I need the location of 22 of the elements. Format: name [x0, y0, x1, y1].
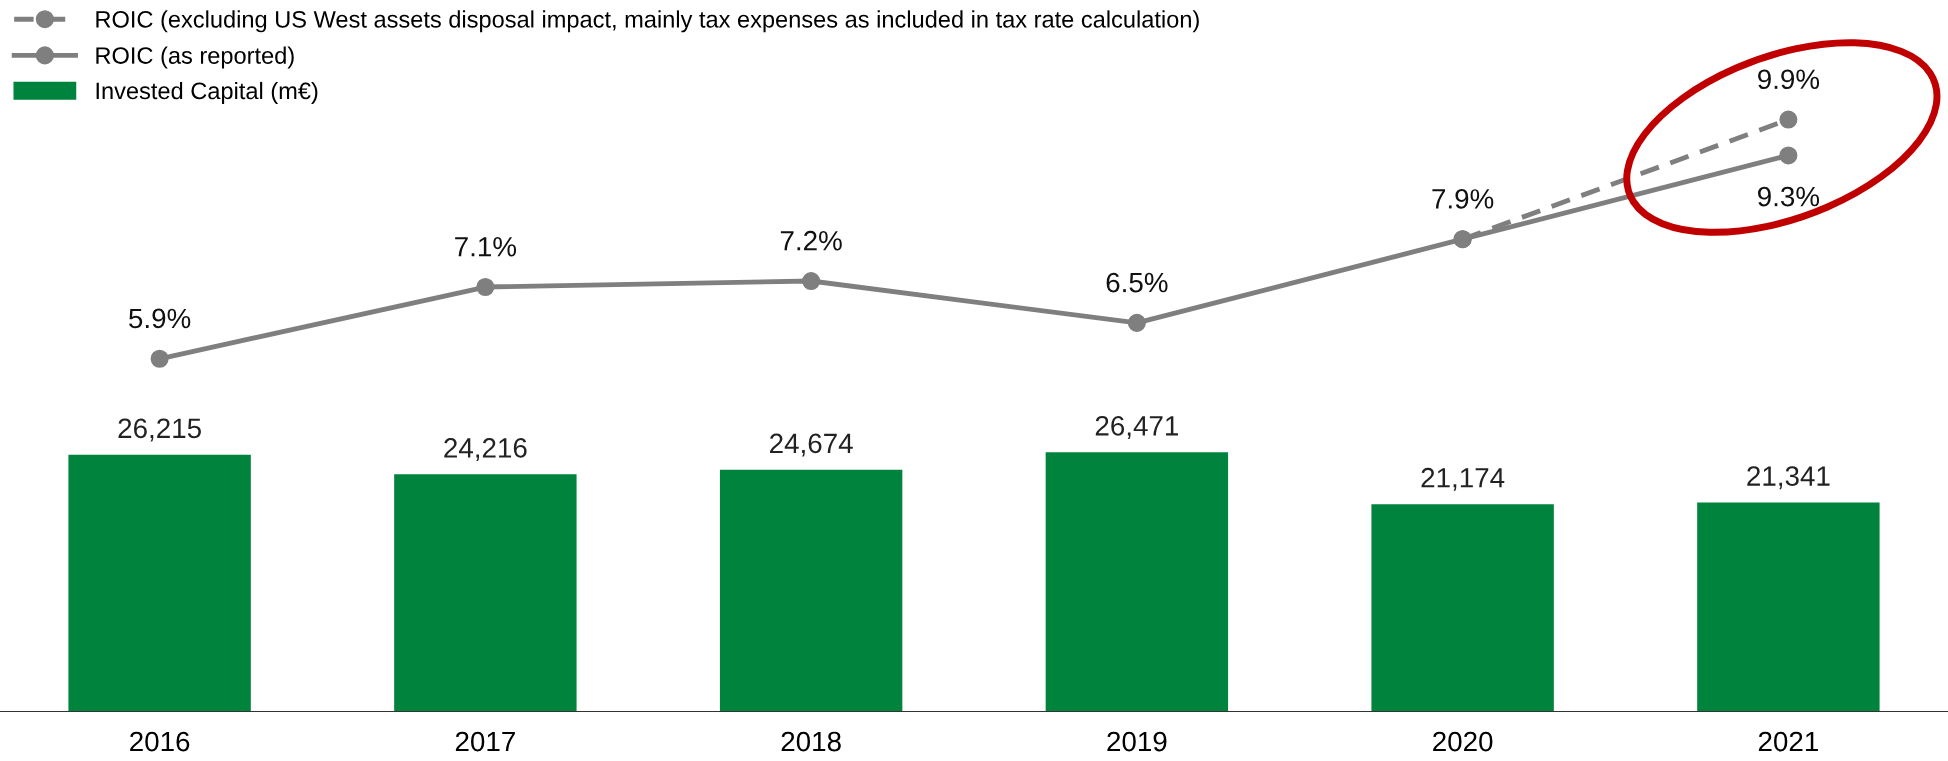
x-tick-label: 2019 — [1107, 731, 1167, 752]
data-label: 9.9% — [1758, 69, 1820, 90]
data-label: 7.2% — [780, 230, 842, 251]
data-label: 24,674 — [770, 433, 853, 457]
x-tick-label: 2016 — [130, 731, 190, 752]
data-label: 26,215 — [118, 418, 201, 442]
x-tick-label: 2017 — [455, 731, 515, 752]
data-label: 7.1% — [455, 236, 517, 257]
x-tick-label: 2021 — [1758, 731, 1818, 752]
data-label: 5.9% — [129, 308, 191, 329]
legend-label: ROIC (excluding US West assets disposal impact, mainly tax expenses as included in tax rate calculation) — [96, 10, 1199, 33]
data-label: 6.5% — [1106, 272, 1168, 293]
x-tick-label: 2020 — [1433, 731, 1493, 752]
data-label: 9.3% — [1758, 186, 1820, 207]
data-label: 24,216 — [444, 438, 527, 462]
data-label: 7.9% — [1432, 189, 1494, 209]
data-label: 21,174 — [1421, 467, 1505, 491]
legend-label: Invested Capital (m€) — [96, 81, 318, 104]
data-label: 21,341 — [1747, 466, 1830, 490]
data-label: 26,471 — [1095, 415, 1179, 439]
x-tick-label: 2018 — [781, 731, 841, 752]
legend-label: ROIC (as reported) — [96, 46, 294, 69]
